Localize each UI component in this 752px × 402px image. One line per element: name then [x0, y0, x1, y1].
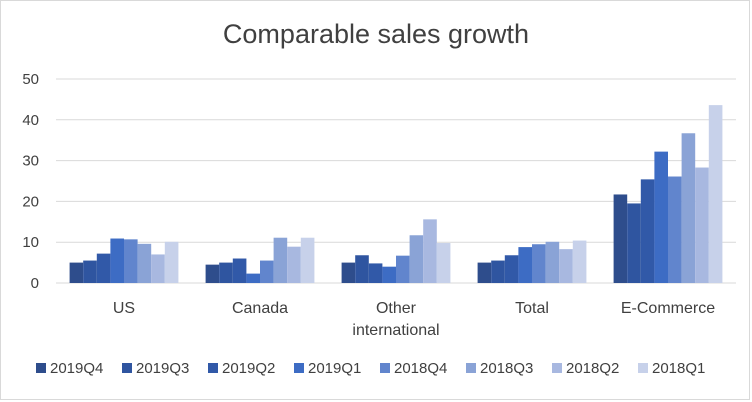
bar-2019Q2-3 — [504, 255, 519, 283]
y-tick-label: 30 — [22, 153, 39, 170]
bar-2019Q4-1 — [205, 264, 220, 283]
bar-2018Q2-4 — [695, 167, 709, 283]
bar-2018Q2-0 — [151, 254, 165, 283]
bar-2018Q3-2 — [409, 235, 424, 283]
legend-label: 2018Q3 — [480, 360, 533, 377]
bar-2019Q3-0 — [83, 260, 97, 283]
bar-2018Q4-2 — [396, 255, 410, 283]
bar-2018Q1-1 — [300, 237, 315, 283]
legend-swatch — [380, 363, 390, 373]
y-tick-label: 50 — [22, 71, 39, 88]
y-axis: 0 10 20 30 40 50 — [22, 71, 39, 292]
legend-swatch — [122, 363, 132, 373]
chart-title: Comparable sales growth — [222, 19, 530, 49]
legend-label: 2018Q2 — [566, 360, 619, 377]
bar-2019Q4-3 — [477, 262, 492, 283]
legend-swatch — [552, 363, 562, 373]
bar-2018Q1-2 — [436, 243, 451, 283]
bar-2019Q2-1 — [232, 258, 247, 283]
category-label: Canada — [232, 300, 288, 317]
legend-swatch — [466, 363, 476, 373]
category-label: international — [352, 322, 439, 339]
bar-2019Q4-4 — [613, 194, 628, 283]
y-tick-label: 0 — [31, 275, 39, 292]
legend-swatch — [294, 363, 304, 373]
y-tick-label: 20 — [22, 193, 39, 210]
legend-swatch — [36, 363, 46, 373]
bar-2019Q1-1 — [246, 273, 260, 283]
bar-2018Q4-0 — [124, 239, 138, 283]
bar-2018Q2-3 — [559, 249, 573, 283]
bars — [69, 105, 723, 283]
bar-2019Q3-1 — [219, 262, 233, 283]
bar-2019Q1-4 — [654, 151, 668, 283]
category-label: E-Commerce — [621, 300, 715, 317]
legend-label: 2018Q1 — [652, 360, 705, 377]
legend-label: 2019Q1 — [308, 360, 361, 377]
legend-label: 2019Q4 — [50, 360, 103, 377]
bar-2019Q3-2 — [355, 255, 369, 283]
category-label: Total — [515, 300, 549, 317]
legend-label: 2018Q4 — [394, 360, 447, 377]
y-tick-label: 40 — [22, 112, 39, 129]
category-label: US — [113, 300, 135, 317]
bar-2019Q1-0 — [110, 238, 124, 283]
bar-2018Q3-1 — [273, 237, 288, 283]
bar-2018Q4-1 — [260, 260, 274, 283]
bar-2018Q1-3 — [572, 240, 587, 283]
bar-2019Q3-4 — [627, 203, 641, 283]
bar-2018Q2-2 — [423, 219, 437, 283]
bar-2018Q4-3 — [532, 244, 546, 283]
category-label: Other — [376, 300, 417, 317]
bar-2018Q2-1 — [287, 246, 301, 283]
x-axis: US Canada Other international Total E-Commerc… — [113, 300, 715, 339]
bar-2019Q2-2 — [368, 263, 383, 283]
bar-2019Q4-0 — [69, 262, 84, 283]
bar-2019Q4-2 — [341, 262, 356, 283]
bar-2018Q1-4 — [708, 105, 723, 283]
legend-swatch — [638, 363, 648, 373]
legend-label: 2019Q2 — [222, 360, 275, 377]
bar-2019Q1-2 — [382, 266, 396, 283]
bar-2018Q3-0 — [137, 243, 152, 283]
bar-2019Q1-3 — [518, 247, 532, 283]
bar-2018Q3-3 — [545, 241, 560, 283]
y-tick-label: 10 — [22, 234, 39, 251]
bar-2018Q4-4 — [668, 176, 682, 283]
bar-2019Q3-3 — [491, 260, 505, 283]
legend: 2019Q4 2019Q3 2019Q2 2019Q1 2018Q4 2018Q3 2018… — [36, 360, 705, 377]
bar-2019Q2-0 — [96, 253, 111, 283]
bar-2018Q3-4 — [681, 133, 696, 283]
legend-label: 2019Q3 — [136, 360, 189, 377]
bar-2019Q2-4 — [640, 179, 655, 283]
legend-swatch — [208, 363, 218, 373]
bar-2018Q1-0 — [164, 241, 179, 283]
